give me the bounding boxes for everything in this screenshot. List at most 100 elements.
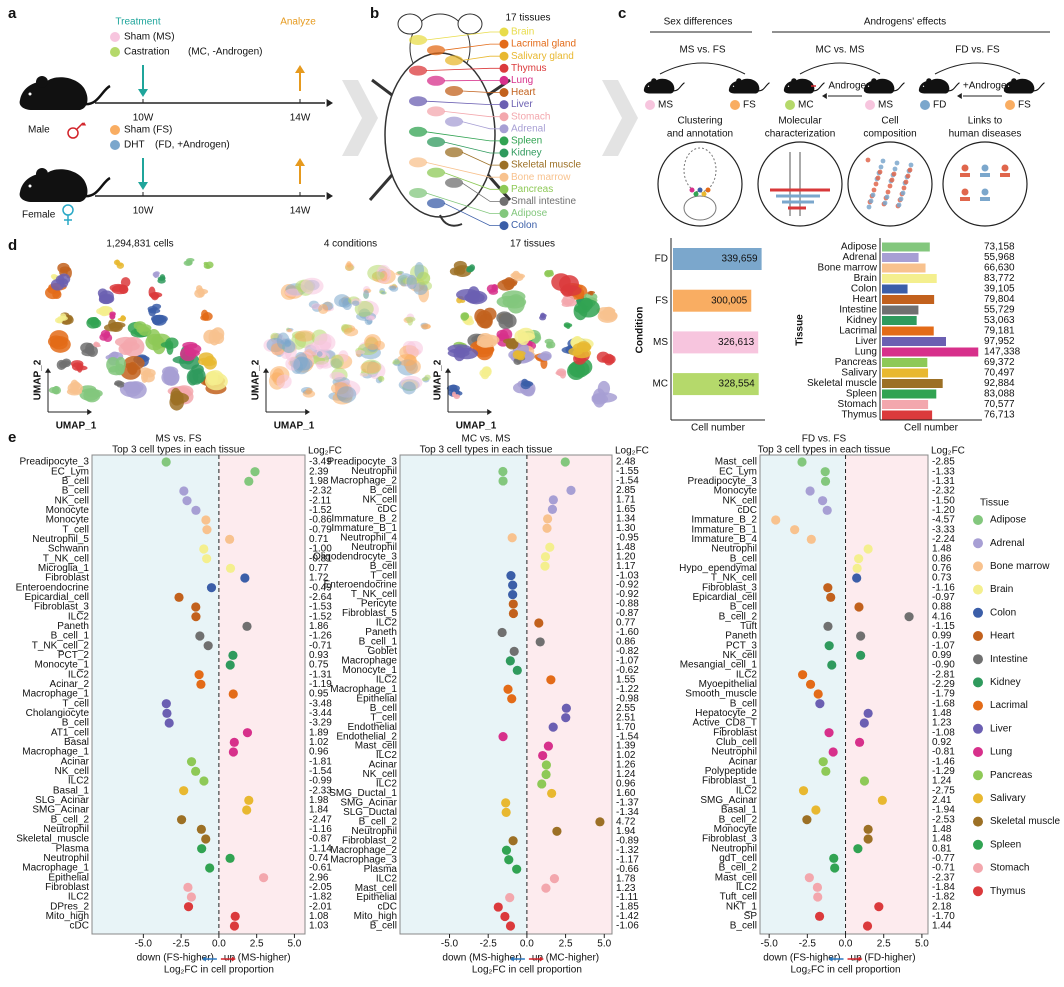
- umap-cluster: [318, 303, 329, 315]
- mouse-body: [19, 169, 88, 202]
- fc-value: 1.26: [616, 760, 636, 771]
- fc-dot: [561, 703, 571, 713]
- cell-type-label: ILC2: [68, 776, 90, 787]
- analyze-label: Analyze: [280, 17, 316, 28]
- fc-dot: [199, 544, 209, 554]
- cell-type-label: B_cell_2: [719, 863, 758, 874]
- panel-label: a: [8, 5, 17, 22]
- organ-icon: [499, 209, 509, 218]
- fc-dot: [505, 921, 516, 931]
- fc-value: -1.84: [932, 882, 955, 893]
- mouse-ear: [651, 78, 657, 84]
- cluster-dot: [697, 187, 703, 193]
- fc-value: -2.75: [932, 785, 955, 796]
- bar: [673, 289, 752, 312]
- cell-type-label: Acinar: [61, 756, 90, 767]
- umap-cluster: [120, 315, 126, 322]
- fc-value: 0.77: [616, 618, 636, 629]
- composition-dot: [887, 183, 893, 189]
- umap-cluster: [405, 359, 421, 374]
- mouse-body: [19, 77, 88, 110]
- mouse-body: [643, 78, 675, 94]
- composition-dot: [868, 198, 874, 204]
- umap-title: 4 conditions: [324, 239, 377, 250]
- legend-label: Pancreas: [990, 770, 1032, 781]
- fc-value: 1.23: [616, 883, 636, 894]
- fc-value: 0.75: [309, 660, 329, 671]
- organ-leader: [443, 111, 500, 118]
- cell-type-label: NK_cell: [363, 769, 397, 780]
- y-axis-label: Condition: [635, 307, 646, 354]
- x-axis-label: Log₂FC in cell proportion: [164, 965, 274, 976]
- fc-dot: [228, 747, 238, 757]
- cell-type-label: Fibroblast: [45, 573, 89, 584]
- cell-type-label: Schwann: [48, 544, 89, 555]
- umap-cluster: [465, 290, 488, 305]
- organ-icon: [499, 136, 509, 146]
- umap-cluster: [182, 341, 198, 350]
- umap-cluster: [305, 387, 313, 395]
- cell-type-label: Epithelial: [356, 892, 397, 903]
- value-label: 328,554: [719, 379, 756, 390]
- condition-label: MS: [658, 100, 673, 111]
- umap-cluster: [416, 271, 431, 286]
- legend-label: Brain: [990, 584, 1013, 595]
- cell-type-label: Mast_cell: [715, 457, 757, 468]
- up-label: up (FD-higher): [851, 953, 916, 964]
- mouse-body: [918, 78, 950, 94]
- fc-dot: [797, 457, 807, 467]
- umap-cluster: [359, 372, 369, 377]
- fc-value: -1.70: [932, 911, 955, 922]
- organ-leader: [443, 43, 500, 51]
- panel-label: d: [8, 237, 17, 254]
- condition-marker: [920, 100, 930, 110]
- down-label: down (MS-higher): [442, 953, 521, 964]
- fc-dot: [818, 496, 828, 506]
- umap-cluster: [204, 372, 228, 391]
- umap-x-label: UMAP_1: [274, 421, 315, 432]
- fc-dot: [191, 612, 201, 622]
- cell-type-label: B_cell_2: [359, 816, 398, 827]
- fc-value: -1.15: [932, 621, 955, 632]
- fc-dot: [535, 637, 545, 647]
- fc-value: -0.79: [309, 524, 332, 535]
- cell-type-label: Macrophage_1: [22, 689, 89, 700]
- cell-type-label: cDC: [70, 921, 89, 932]
- fc-dot: [512, 665, 522, 675]
- method-circle: [657, 141, 743, 227]
- legend-marker: [973, 723, 983, 734]
- organ: [409, 126, 427, 137]
- cell-type-label: Club_cell: [716, 737, 757, 748]
- umap-cluster: [372, 271, 385, 280]
- umap-cluster: [99, 333, 108, 341]
- legend-marker: [973, 770, 983, 781]
- umap-cluster: [591, 393, 609, 405]
- umap-cluster: [344, 262, 354, 272]
- legend-label: Salivary: [990, 793, 1026, 804]
- fc-dot: [538, 750, 548, 761]
- fc-value: 2.18: [932, 901, 952, 912]
- organ: [445, 116, 463, 127]
- cell-type-label: B_cell: [730, 921, 757, 932]
- umap-title: 1,294,831 cells: [106, 239, 173, 250]
- umap-cluster: [186, 258, 195, 262]
- cell-type-label: T_cell: [370, 570, 397, 581]
- fc-value: -3.44: [309, 708, 332, 719]
- cell-type-label: Tuft: [740, 621, 757, 632]
- umap-cluster: [83, 388, 101, 403]
- fc-dot: [507, 694, 517, 704]
- fc-dot: [541, 760, 551, 770]
- fc-dot: [164, 718, 174, 728]
- fc-value: -1.19: [309, 679, 332, 690]
- cell-type-label: Fibroblast_1: [702, 776, 757, 787]
- comparison-title: FD vs. FS: [955, 45, 1000, 56]
- umap-cluster: [284, 340, 291, 348]
- cell-type-label: Neutrophil: [711, 544, 757, 555]
- fc-value: -1.85: [616, 902, 639, 913]
- fc-value: -1.37: [616, 798, 639, 809]
- mouse-tail: [947, 82, 960, 92]
- umap-cluster: [106, 356, 120, 373]
- group-note: (FD, +Androgen): [155, 140, 230, 151]
- cell-type-label: Fibroblast_2: [342, 835, 397, 846]
- group-label: Sham (FS): [124, 125, 172, 136]
